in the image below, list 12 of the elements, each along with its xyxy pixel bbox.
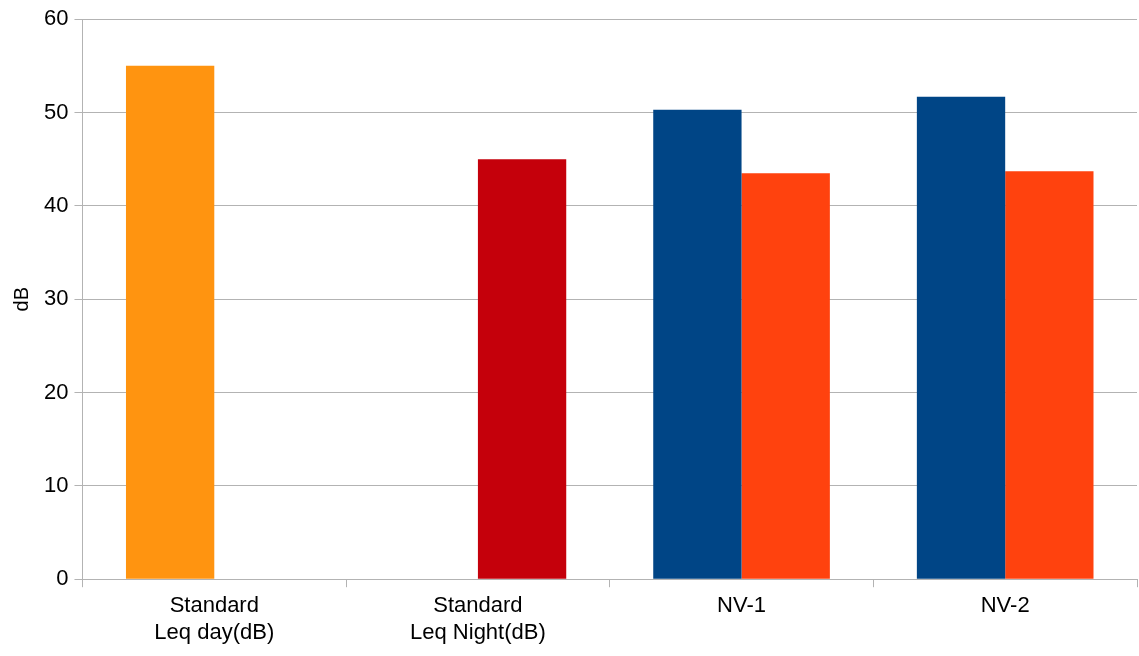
y-tick-label: 0 — [56, 565, 69, 591]
y-tick-label: 20 — [43, 378, 69, 404]
y-axis-title: dB — [9, 286, 32, 312]
y-tick-label: 40 — [43, 191, 69, 217]
x-tick-label: Standard Leq day(dB) — [154, 592, 275, 644]
x-tick-label: NV-2 — [980, 592, 1030, 618]
x-tick-label: Standard Leq Night(dB) — [410, 592, 546, 644]
y-tick-label: 60 — [43, 5, 69, 31]
y-tick-label: 50 — [43, 98, 69, 124]
y-tick-label: 30 — [43, 285, 69, 311]
x-tick-label: NV-1 — [717, 592, 767, 618]
y-tick-label: 10 — [43, 471, 69, 497]
